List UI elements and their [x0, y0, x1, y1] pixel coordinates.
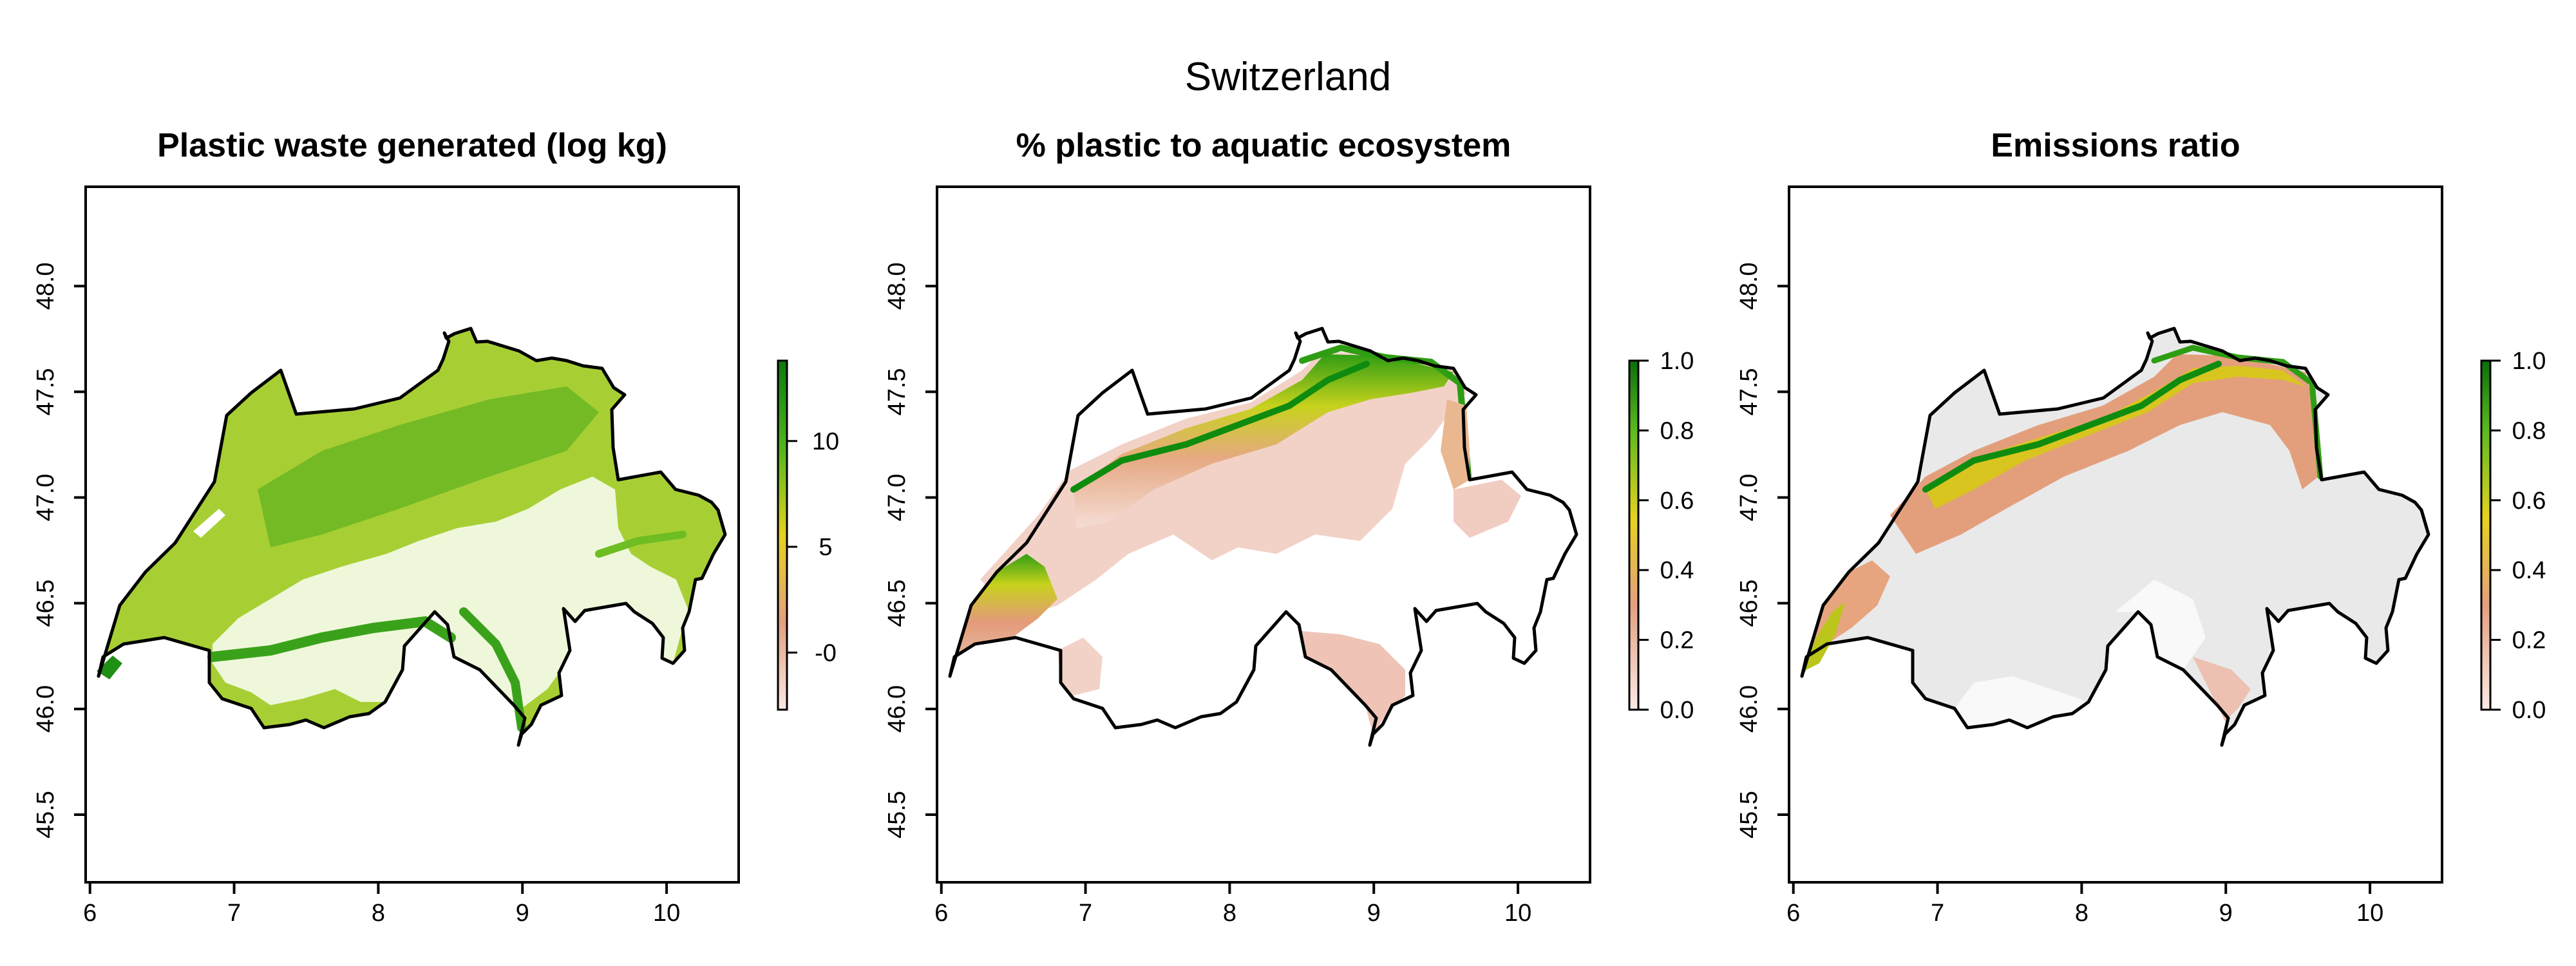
colorbar-tick-label: 0.8: [1660, 417, 1694, 444]
country-outline-aquatic: [948, 327, 1578, 747]
y-tick-label: 47.5: [32, 368, 59, 415]
panel-title-waste: Plastic waste generated (log kg): [157, 127, 667, 164]
colorbar-tick-label: 1.0: [1660, 348, 1694, 375]
figure-title: Switzerland: [1185, 55, 1391, 99]
colorbar-ramp-emissions: [2480, 359, 2492, 711]
catchment-north-aquatic: [980, 351, 1466, 618]
band-north-emissions: [1890, 354, 2318, 554]
colorbar-emissions: 0.0 0.2 0.4 0.6 0.8 1.0: [2480, 348, 2546, 724]
x-tick-label: 8: [1223, 900, 1236, 927]
valley-green-waste-1: [207, 616, 456, 662]
band-geneva-yellow-emissions: [1802, 602, 1845, 676]
panel-title-emissions: Emissions ratio: [1991, 127, 2240, 164]
y-tick-label: 45.5: [32, 791, 59, 838]
y-tick-label: 47.5: [884, 368, 911, 415]
x-tick-label: 6: [1786, 900, 1800, 927]
panel-emissions-ratio: Emissions ratio 6 7 8 9 10 45.546.046.547.04…: [1736, 127, 2546, 927]
catchment-west-patch-aquatic: [1057, 638, 1103, 696]
x-tick-label: 10: [2356, 900, 2383, 927]
colorbar-tick-label: 0.2: [1660, 627, 1694, 654]
colorbar-tick-label: 0.6: [1660, 488, 1694, 515]
y-tick-label: 46.0: [32, 685, 59, 733]
colorbar-ramp-waste: [777, 359, 788, 711]
colorbar-tick-label: 0.0: [1660, 697, 1694, 724]
x-tick-label: 10: [1504, 900, 1531, 927]
y-tick-label: 47.0: [32, 474, 59, 522]
colorbar-tick-label: 5: [819, 534, 832, 561]
y-tick-label: 46.5: [1736, 580, 1763, 627]
lake-neuchatel-waste: [193, 509, 225, 538]
y-tick-label: 46.0: [884, 685, 911, 733]
valley-green-waste-3: [595, 531, 687, 558]
colorbar-tick-label: 0.0: [2512, 697, 2546, 724]
river-aare-emissions: [1922, 361, 2222, 493]
country-fill-emissions: [1802, 328, 2429, 745]
colorbar-tick-label: 0.4: [1660, 557, 1694, 584]
band-north-aquatic: [1074, 354, 1454, 528]
map-emissions: [1800, 327, 2430, 747]
colorbar-tick-label: 0.4: [2512, 557, 2546, 584]
panel-waste-generated: Plastic waste generated (log kg) 6 7 8 9 10 …: [32, 127, 839, 927]
y-tick-label: 46.5: [884, 580, 911, 627]
colorbar-ticks-panel-0: -0 5 10: [787, 428, 839, 667]
band-geneva-emissions: [1802, 560, 1890, 676]
x-tick-label: 7: [1079, 900, 1092, 927]
colorbar-tick-label: 10: [812, 428, 839, 455]
y-axis-panel-2: 45.5 46.0 46.5 47.0 47.5 48.0: [1736, 262, 1790, 838]
x-tick-label: 8: [2075, 900, 2088, 927]
x-tick-label: 10: [653, 900, 680, 927]
x-tick-label: 9: [1367, 900, 1381, 927]
y-tick-label: 45.5: [884, 791, 911, 838]
ticino-patch-emissions: [2193, 657, 2251, 721]
y-tick-label: 46.0: [1736, 685, 1763, 733]
map-aquatic: [948, 327, 1578, 747]
x-axis-panel-1: 6 7 8 9 10: [934, 881, 1531, 927]
catchment-ticino-aquatic: [1302, 631, 1405, 734]
y-tick-label: 48.0: [32, 262, 59, 310]
x-tick-label: 9: [2219, 900, 2233, 927]
colorbar-tick-label: -0: [815, 639, 837, 667]
colorbar-tick-label: 1.0: [2512, 348, 2546, 375]
colorbar-tick-label: 0.2: [2512, 627, 2546, 654]
x-tick-label: 9: [516, 900, 529, 927]
y-axis-panel-1: 45.5 46.0 46.5 47.0 47.5 48.0: [884, 262, 938, 838]
colorbar-waste: -0 5 10: [777, 359, 839, 711]
x-tick-label: 7: [1931, 900, 1944, 927]
country-outline-waste: [97, 327, 727, 747]
y-tick-label: 48.0: [884, 262, 911, 310]
lake-geneva-waste: [97, 656, 122, 679]
catchment-geneva-aquatic: [950, 554, 1057, 676]
river-aare-aquatic: [1070, 361, 1370, 493]
colorbar-ramp-aquatic: [1628, 359, 1640, 711]
x-tick-label: 6: [934, 900, 948, 927]
panel-aquatic-fraction: % plastic to aquatic ecosystem 6 7 8 9 10 45…: [884, 127, 1694, 927]
x-axis-panel-0: 6 7 8 9 10: [83, 881, 680, 927]
x-axis-panel-2: 6 7 8 9 10: [1786, 881, 2383, 927]
catchment-east-patch-aquatic: [1454, 480, 1521, 538]
map-waste: [97, 327, 727, 747]
panel-title-aquatic: % plastic to aquatic ecosystem: [1016, 127, 1511, 164]
country-outline-emissions: [1800, 327, 2430, 747]
colorbar-ticks-panel-2: 0.0 0.2 0.4 0.6 0.8 1.0: [2490, 348, 2546, 724]
colorbar-tick-label: 0.6: [2512, 488, 2546, 515]
y-axis-panel-0: 45.5 46.0 46.5 47.0 47.5 48.0: [32, 262, 87, 838]
plateau-green-waste: [258, 386, 599, 547]
x-tick-label: 8: [372, 900, 385, 927]
colorbar-ticks-panel-1: 0.0 0.2 0.4 0.6 0.8 1.0: [1638, 348, 1694, 724]
y-tick-label: 47.0: [884, 474, 911, 522]
valley-green-waste-2: [459, 607, 526, 732]
y-tick-label: 47.0: [1736, 474, 1763, 522]
y-tick-label: 48.0: [1736, 262, 1763, 310]
y-tick-label: 45.5: [1736, 791, 1763, 838]
y-tick-label: 46.5: [32, 580, 59, 627]
colorbar-aquatic: 0.0 0.2 0.4 0.6 0.8 1.0: [1628, 348, 1694, 724]
x-tick-label: 6: [83, 900, 97, 927]
band-north-yellow-emissions: [1926, 366, 2306, 509]
y-tick-label: 47.5: [1736, 368, 1763, 415]
x-tick-label: 7: [227, 900, 241, 927]
colorbar-tick-label: 0.8: [2512, 417, 2546, 444]
